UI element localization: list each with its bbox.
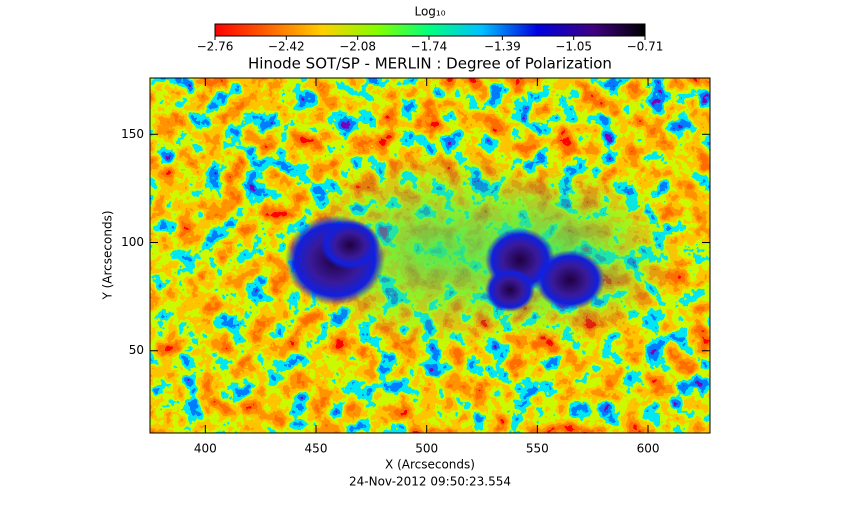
x-tick-label: 500 <box>415 442 438 456</box>
colorbar-tick-label: −1.05 <box>555 40 592 54</box>
colorbar-tick-label: −0.71 <box>627 40 664 54</box>
colorbar-label: Log₁₀ <box>414 5 445 19</box>
x-tick-label: 550 <box>526 442 549 456</box>
colorbar-tick-label: −1.74 <box>411 40 448 54</box>
y-tick-label: 50 <box>129 343 144 357</box>
y-axis-label: Y (Arcseconds) <box>101 210 115 300</box>
x-tick-label: 600 <box>637 442 660 456</box>
plot-frame <box>149 77 711 434</box>
colorbar-tick-label: −2.08 <box>339 40 376 54</box>
colorbar-tick-label: −1.39 <box>484 40 521 54</box>
polarization-map <box>150 78 710 433</box>
y-tick-label: 150 <box>121 127 144 141</box>
x-axis-label: X (Arcseconds) <box>385 458 475 472</box>
x-tick-label: 400 <box>194 442 217 456</box>
chart-title: Hinode SOT/SP - MERLIN : Degree of Polar… <box>248 55 612 73</box>
colorbar-tick-label: −2.76 <box>197 40 234 54</box>
colorbar-tick-label: −2.42 <box>268 40 305 54</box>
y-tick-label: 100 <box>121 235 144 249</box>
colorbar <box>214 23 646 37</box>
subtitle: 24-Nov-2012 09:50:23.554 <box>349 475 511 489</box>
x-tick-label: 450 <box>305 442 328 456</box>
